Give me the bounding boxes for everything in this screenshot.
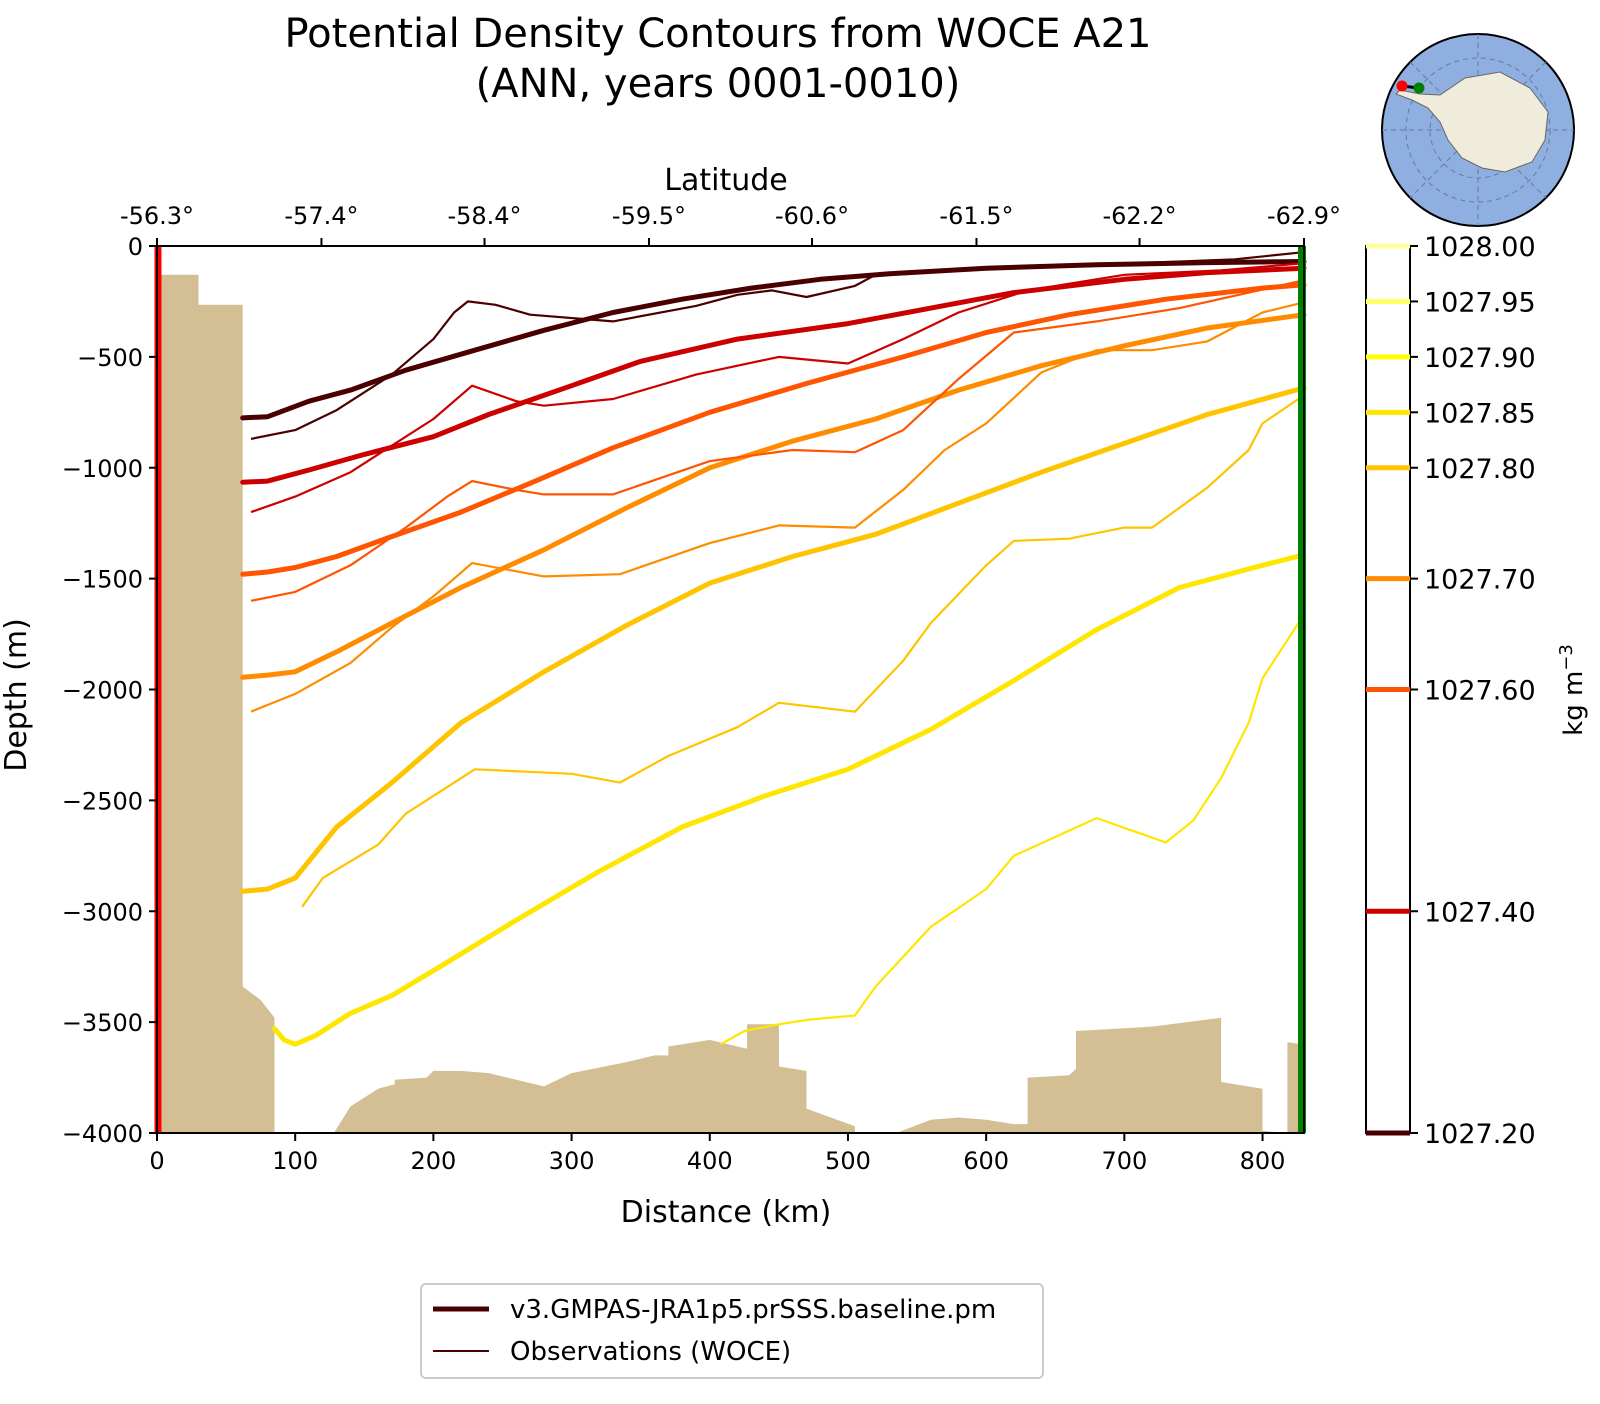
colorbar-ticks: 1028.00 1027.95 1027.90 1027.85 1027.80 1027.… bbox=[1366, 232, 1536, 1150]
inset-map-antarctica bbox=[1395, 71, 1549, 173]
colorbar-unit: kg m bbox=[1559, 671, 1589, 736]
latitude-tick-label: -59.5° bbox=[612, 202, 686, 230]
y-tick-label: 0 bbox=[128, 233, 143, 261]
legend-box bbox=[420, 1283, 1044, 1379]
x-tick-label: 200 bbox=[410, 1147, 456, 1175]
latitude-tick-label: -57.4° bbox=[284, 202, 358, 230]
colorbar-label: kg m−3 bbox=[1556, 644, 1589, 736]
observation-contours bbox=[250, 251, 1300, 1046]
latitude-tick-label: -60.6° bbox=[775, 202, 849, 230]
latitude-tick-label: -61.5° bbox=[939, 202, 1013, 230]
model-contour-1027.6 bbox=[240, 282, 1307, 577]
y-axis-ticks: 0 −500 −1000 −1500 −2000 −2500 −3000 −3500 −4000 bbox=[62, 233, 157, 1148]
top-axis-label: Latitude bbox=[664, 163, 787, 198]
y-tick-label: −2500 bbox=[62, 787, 143, 815]
y-axis-label: Depth (m) bbox=[0, 618, 34, 772]
bathymetry-land bbox=[157, 274, 1304, 1133]
x-axis-ticks: 0 100 200 300 400 500 600 700 800 bbox=[149, 1133, 1285, 1175]
obs-contour-1027.85 bbox=[720, 622, 1300, 1046]
legend: v3.GMPAS-JRA1p5.prSSS.baseline.pm Observ… bbox=[420, 1283, 1044, 1379]
x-tick-label: 700 bbox=[1101, 1147, 1147, 1175]
colorbar-tick-label: 1028.00 bbox=[1424, 232, 1536, 263]
x-tick-label: 100 bbox=[272, 1147, 318, 1175]
obs-contour-1027.2 bbox=[250, 251, 1299, 440]
x-tick-label: 800 bbox=[1240, 1147, 1286, 1175]
chart-title-line2: (ANN, years 0001-0010) bbox=[476, 61, 961, 107]
chart-title-line1: Potential Density Contours from WOCE A21 bbox=[284, 11, 1151, 57]
y-tick-label: −2000 bbox=[62, 677, 143, 705]
colorbar-tick-label: 1027.85 bbox=[1424, 398, 1536, 429]
colorbar: 1028.00 1027.95 1027.90 1027.85 1027.80 1027.… bbox=[1365, 232, 1589, 1150]
latitude-tick-label: -62.9° bbox=[1267, 202, 1341, 230]
colorbar-tick-label: 1027.70 bbox=[1424, 565, 1536, 596]
legend-obs-label: Observations (WOCE) bbox=[510, 1337, 791, 1367]
legend-model-label: v3.GMPAS-JRA1p5.prSSS.baseline.pm bbox=[510, 1295, 996, 1325]
colorbar-unit-exponent: −3 bbox=[1556, 644, 1577, 671]
model-contour-1027.4 bbox=[240, 265, 1307, 485]
obs-contour-1027.8 bbox=[301, 398, 1300, 908]
y-tick-label: −3500 bbox=[62, 1009, 143, 1037]
colorbar-tick-label: 1027.60 bbox=[1424, 676, 1536, 707]
inset-map-start-dot bbox=[1396, 80, 1408, 92]
latitude-axis-ticks: -56.3° -57.4° -58.4° -59.5° -60.6° -61.5° -62.… bbox=[120, 202, 1341, 246]
x-tick-label: 400 bbox=[687, 1147, 733, 1175]
x-tick-label: 600 bbox=[963, 1147, 1009, 1175]
obs-contour-1027.4 bbox=[250, 262, 1299, 514]
latitude-tick-label: -62.2° bbox=[1102, 202, 1176, 230]
plot-background bbox=[157, 246, 1304, 1133]
y-tick-label: −1500 bbox=[62, 566, 143, 594]
colorbar-tick-label: 1027.40 bbox=[1424, 897, 1536, 928]
x-tick-label: 300 bbox=[549, 1147, 595, 1175]
x-axis-label: Distance (km) bbox=[621, 1195, 832, 1230]
inset-map bbox=[1381, 33, 1575, 227]
model-contour-1027.8 bbox=[240, 385, 1307, 894]
y-tick-label: −3000 bbox=[62, 898, 143, 926]
latitude-tick-label: -56.3° bbox=[120, 202, 194, 230]
y-tick-label: −1000 bbox=[62, 455, 143, 483]
colorbar-tick-label: 1027.20 bbox=[1424, 1119, 1536, 1150]
colorbar-tick-label: 1027.80 bbox=[1424, 454, 1536, 485]
x-tick-label: 0 bbox=[149, 1147, 164, 1175]
plot-area bbox=[154, 245, 1307, 1134]
obs-contour-1027.6 bbox=[250, 280, 1299, 602]
colorbar-tick-label: 1027.90 bbox=[1424, 343, 1536, 374]
y-tick-label: −4000 bbox=[62, 1120, 143, 1148]
y-tick-label: −500 bbox=[77, 344, 143, 372]
model-contour-1027.85 bbox=[272, 554, 1300, 1047]
inset-map-end-dot bbox=[1413, 82, 1425, 94]
latitude-tick-label: -58.4° bbox=[447, 202, 521, 230]
colorbar-tick-label: 1027.95 bbox=[1424, 287, 1536, 318]
x-tick-label: 500 bbox=[825, 1147, 871, 1175]
obs-contour-1027.7 bbox=[250, 302, 1299, 713]
